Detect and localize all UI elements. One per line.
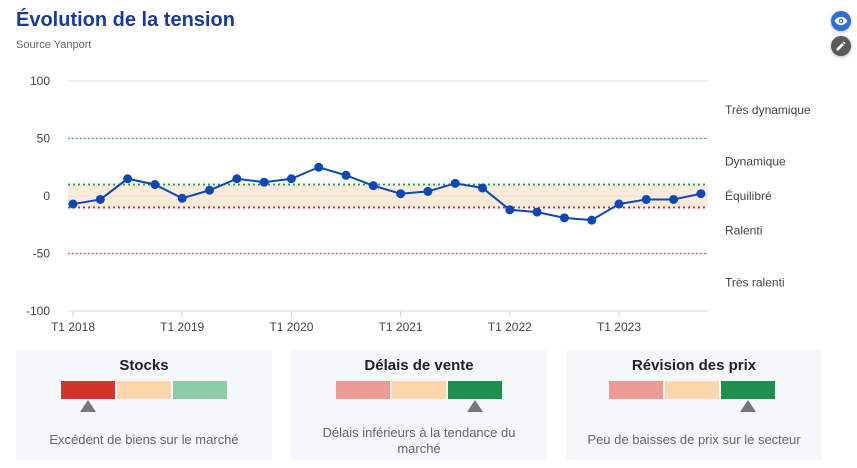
price-revision-card: Révision des prix Peu de baisses de prix… (566, 350, 822, 460)
zone-label: Dynamique (725, 155, 786, 169)
y-tick-label: -50 (33, 247, 51, 261)
data-point (423, 186, 433, 196)
gauge-pointer (467, 400, 483, 412)
data-point (587, 215, 597, 225)
data-point (368, 181, 378, 191)
gauge-segment (336, 381, 390, 399)
gauge-segment (117, 381, 171, 399)
y-tick-label: 100 (30, 74, 50, 88)
card-title: Délais de vente (364, 357, 474, 374)
gauge-segment (392, 381, 446, 399)
data-point (559, 213, 569, 223)
y-tick-label: -100 (26, 304, 50, 318)
data-point (177, 193, 187, 203)
gauge-segment (609, 381, 663, 399)
data-point (205, 185, 214, 195)
edit-button[interactable] (831, 36, 851, 56)
page-title: Évolution de la tension (16, 9, 235, 31)
data-point (505, 205, 515, 215)
card-description: Excédent de biens sur le marché (49, 432, 239, 447)
data-point (614, 199, 624, 209)
card-description: Délais inférieurs à la tendance du march… (322, 425, 516, 456)
data-point (669, 194, 679, 204)
zone-label: Ralenti (725, 224, 762, 238)
gauge-pointer (740, 400, 756, 412)
data-point (641, 194, 651, 204)
x-tick-label: T1 2021 (379, 320, 423, 334)
card-title: Stocks (119, 357, 169, 374)
gauge-segment (173, 381, 227, 399)
stocks-card: Stocks Excédent de biens sur le marché (16, 350, 272, 460)
source-label: Source Yanport (16, 39, 92, 51)
zone-label: Très dynamique (725, 103, 811, 117)
zone-label: Très ralenti (725, 275, 785, 289)
data-point (478, 183, 487, 193)
data-point (95, 194, 105, 204)
card-title: Révision des prix (631, 357, 757, 374)
sales-delay-card: Délais de vente Délais inférieurs à la t… (291, 350, 547, 460)
x-tick-label: T1 2022 (488, 320, 532, 334)
eye-icon (834, 16, 848, 26)
card-description: Peu de baisses de prix sur le secteur (587, 432, 801, 447)
data-point (396, 189, 406, 199)
x-tick-label: T1 2023 (597, 320, 641, 334)
zone-label: Équilibré (725, 188, 772, 203)
gauge-segment (448, 381, 502, 399)
x-tick-label: T1 2019 (160, 320, 204, 334)
y-tick-label: 0 (43, 189, 50, 203)
y-tick-label: 50 (37, 132, 51, 146)
data-point (450, 178, 460, 188)
data-point (314, 162, 324, 172)
data-point (232, 174, 242, 184)
gauge-segment (61, 381, 115, 399)
data-point (286, 174, 296, 184)
data-point (259, 177, 269, 187)
data-point (68, 199, 78, 209)
data-point (696, 189, 706, 199)
pencil-icon (836, 41, 846, 51)
view-button[interactable] (831, 11, 851, 31)
gauge-segment (721, 381, 775, 399)
x-tick-label: T1 2018 (51, 320, 95, 334)
x-tick-label: T1 2020 (269, 320, 313, 334)
data-point (150, 180, 160, 189)
data-point (532, 207, 542, 217)
gauge-pointer (80, 400, 96, 412)
data-point (341, 170, 351, 180)
series-line (72, 166, 702, 222)
gauge-segment (665, 381, 719, 399)
data-point (123, 174, 133, 184)
